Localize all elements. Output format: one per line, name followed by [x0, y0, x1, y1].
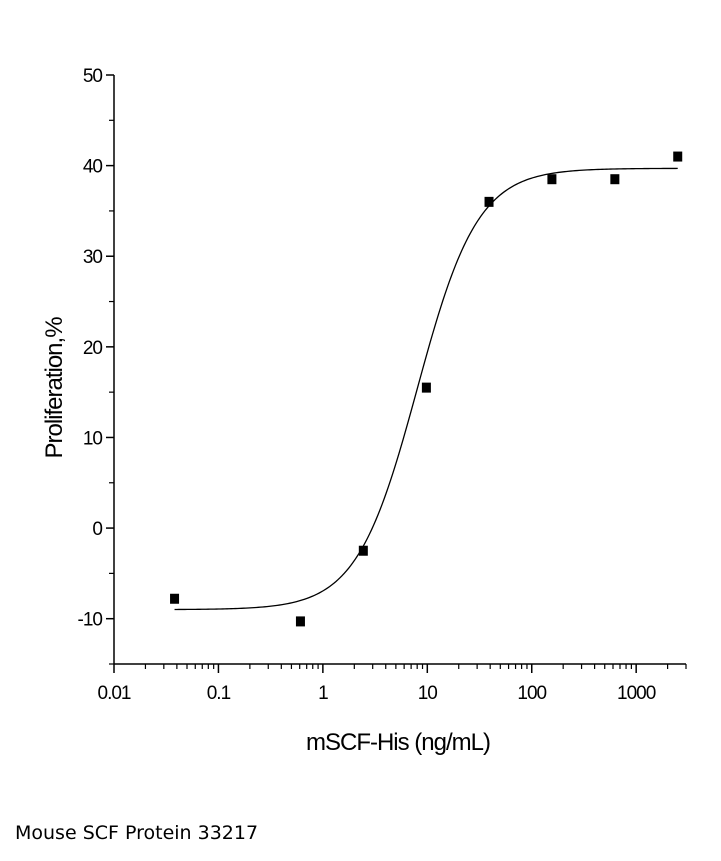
data-point — [295, 616, 305, 627]
y-tick-label: 0 — [92, 519, 102, 540]
fit-curve — [174, 167, 678, 611]
data-point — [358, 545, 368, 556]
data-point — [610, 174, 620, 185]
dose-response-chart: -10 0 10 20 30 40 50 0.01 0.1 1 10 100 1000 mSCF-His… — [41, 66, 687, 756]
data-point — [421, 382, 431, 393]
tick-labels: -10 0 10 20 30 40 50 0.01 0.1 1 10 100 1000 — [78, 66, 657, 704]
x-axis-label: mSCF-His (ng/mL) — [306, 729, 490, 756]
x-tick-label: 0.01 — [98, 683, 131, 704]
x-tick-label: 100 — [517, 683, 546, 704]
axes — [113, 75, 686, 665]
y-tick-label: 40 — [83, 157, 103, 178]
data-points — [170, 151, 683, 627]
ticks — [106, 74, 687, 673]
caption: Mouse SCF Protein 33217 — [15, 822, 259, 844]
y-axis-label: Proliferation,% — [41, 317, 68, 459]
y-tick-label: 10 — [83, 428, 103, 449]
y-tick-label: 20 — [83, 338, 103, 359]
data-point — [484, 196, 494, 207]
x-tick-label: 1000 — [617, 683, 656, 704]
data-point — [170, 593, 180, 604]
y-tick-label: -10 — [78, 610, 103, 631]
data-point — [547, 174, 557, 185]
y-tick-label: 50 — [83, 66, 103, 87]
y-tick-label: 30 — [83, 247, 103, 268]
x-tick-label: 1 — [318, 683, 328, 704]
x-tick-label: 0.1 — [207, 683, 231, 704]
data-point — [673, 151, 683, 162]
x-tick-label: 10 — [418, 683, 438, 704]
